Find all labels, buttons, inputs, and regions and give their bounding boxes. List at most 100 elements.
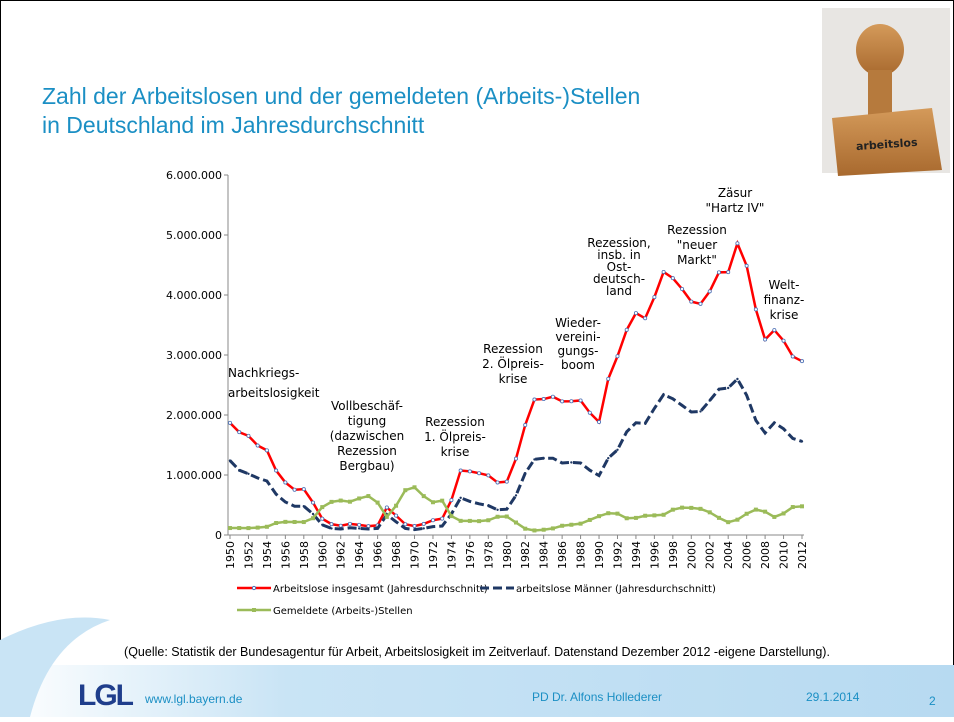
data-point (283, 520, 287, 524)
x-tick-label: 1986 (556, 541, 569, 569)
x-tick-label: 1972 (427, 541, 440, 569)
data-point (238, 431, 241, 434)
data-point (321, 524, 323, 526)
data-point (376, 527, 378, 529)
data-point (800, 504, 804, 508)
x-tick-label: 1990 (593, 541, 606, 569)
x-tick-label: 2008 (759, 541, 772, 569)
data-point (782, 428, 784, 430)
data-point (542, 457, 544, 459)
y-tick-label: 0 (215, 529, 222, 542)
x-tick-label: 2000 (685, 541, 698, 569)
data-point (395, 521, 397, 523)
data-point (477, 519, 481, 523)
data-point (699, 410, 701, 412)
data-point (284, 501, 286, 503)
annotation: boom (561, 358, 595, 372)
data-point (459, 497, 461, 499)
data-point (606, 511, 610, 515)
y-tick-label: 1.000.000 (166, 469, 222, 482)
data-point (588, 518, 592, 522)
data-point (690, 411, 692, 413)
data-point (773, 329, 776, 332)
y-tick-label: 3.000.000 (166, 349, 222, 362)
data-point (551, 526, 555, 530)
data-point (672, 398, 674, 400)
data-point (680, 506, 684, 510)
data-point (441, 517, 444, 520)
data-point (579, 462, 581, 464)
annotation: krise (499, 372, 528, 386)
data-point (256, 477, 258, 479)
x-tick-label: 1988 (575, 541, 588, 569)
data-point (681, 404, 683, 406)
data-point (598, 474, 600, 476)
data-point (634, 312, 637, 315)
data-point (644, 317, 647, 320)
annotation: gungs- (557, 344, 598, 358)
x-tick-label: 2006 (741, 541, 754, 569)
legend-label: Arbeitslose insgesamt (Jahresdurchschnit… (273, 584, 488, 595)
data-point (275, 493, 277, 495)
annotation: krise (770, 308, 799, 322)
data-point (506, 508, 508, 510)
data-point (413, 528, 415, 530)
data-point (469, 500, 471, 502)
data-point (496, 481, 499, 484)
data-point (616, 449, 618, 451)
x-tick-label: 1968 (390, 541, 403, 569)
annotation: Markt" (677, 253, 717, 267)
data-point (247, 473, 249, 475)
annotation: Rezession (667, 223, 727, 237)
data-point (717, 271, 720, 274)
data-point (422, 522, 425, 525)
data-point (394, 504, 398, 508)
data-point (708, 510, 712, 514)
data-point (339, 499, 343, 503)
annotation: finanz- (764, 293, 805, 307)
data-point (560, 524, 564, 528)
annotation: Welt- (769, 278, 800, 292)
annotation: tigung (348, 414, 386, 428)
data-point (792, 437, 794, 439)
data-point (293, 505, 295, 507)
annotation: Rezession (425, 415, 485, 429)
x-tick-label: 1962 (335, 541, 348, 569)
data-point (302, 488, 305, 491)
data-point (477, 472, 480, 475)
y-tick-label: 2.000.000 (166, 409, 222, 422)
slide-canvas: arbeitslos Zahl der Arbeitslosen und der… (0, 0, 954, 717)
data-point (625, 328, 628, 331)
data-point (735, 518, 739, 522)
data-point (284, 481, 287, 484)
data-point (764, 432, 766, 434)
data-point (394, 514, 397, 517)
data-point (607, 377, 610, 380)
data-point (801, 440, 803, 442)
data-point (754, 308, 757, 311)
x-tick-label: 2010 (778, 541, 791, 569)
annotation: Vollbeschäf- (331, 399, 403, 413)
data-point (597, 514, 601, 518)
data-point (228, 526, 232, 530)
slide: arbeitslos Zahl der Arbeitslosen und der… (0, 0, 954, 717)
x-tick-label: 1966 (372, 541, 385, 569)
data-point (358, 527, 360, 529)
footer-url: www.lgl.bayern.de (144, 692, 243, 706)
data-point (773, 422, 775, 424)
annotation: Nachkriegs- (228, 366, 299, 380)
data-point (570, 461, 572, 463)
data-point (514, 457, 517, 460)
data-point (247, 434, 250, 437)
footer-author: PD Dr. Alfons Hollederer (532, 690, 662, 704)
data-point (275, 469, 278, 472)
data-point (487, 474, 490, 477)
annotation: krise (441, 445, 470, 459)
data-point (662, 270, 665, 273)
data-point (486, 518, 490, 522)
annotation: "Hartz IV" (706, 201, 765, 215)
slide-title: Zahl der Arbeitslosen und der gemeldeten… (42, 83, 640, 109)
data-point (238, 469, 240, 471)
data-point (708, 290, 711, 293)
data-point (699, 507, 703, 511)
